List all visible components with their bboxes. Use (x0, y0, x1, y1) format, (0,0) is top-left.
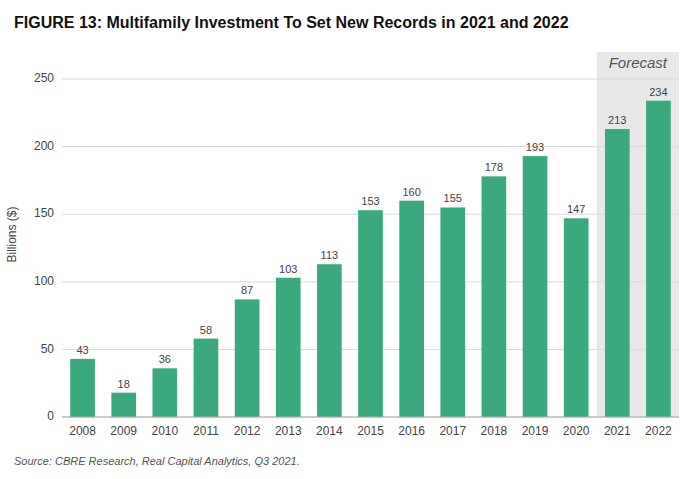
x-tick-label: 2017 (439, 424, 466, 438)
data-label: 153 (361, 195, 379, 207)
bar (440, 207, 465, 417)
chart-svg: 0 50 100 150 200 250 43 18 36 58 87 103 113 153 160 155… (0, 0, 697, 479)
bar (111, 393, 136, 417)
grid-line (62, 79, 679, 80)
bar (482, 176, 507, 417)
grid-line (62, 146, 679, 147)
data-label: 18 (118, 378, 130, 390)
bar (523, 156, 548, 417)
data-label: 43 (76, 344, 88, 356)
bar (358, 210, 383, 417)
y-tick-label: 200 (34, 139, 54, 153)
data-label: 58 (200, 324, 212, 336)
x-tick-label: 2011 (193, 424, 219, 438)
y-tick-label: 150 (34, 206, 54, 220)
data-label: 103 (279, 263, 297, 275)
y-tick-label: 0 (47, 409, 54, 423)
x-tick-label: 2019 (522, 424, 549, 438)
x-tick-label: 2020 (563, 424, 590, 438)
bar (194, 339, 219, 417)
y-tick-label: 100 (34, 274, 54, 288)
y-tick-label: 250 (34, 71, 54, 85)
data-label: 147 (567, 203, 585, 215)
bar (276, 278, 301, 417)
grid-line (62, 417, 679, 418)
data-label: 87 (241, 284, 253, 296)
y-axis-label: Billions ($) (5, 206, 19, 262)
x-tick-label: 2022 (645, 424, 672, 438)
x-tick-label: 2010 (151, 424, 178, 438)
data-label: 234 (649, 86, 667, 98)
bar (152, 368, 177, 417)
bar (399, 201, 424, 417)
source-note: Source: CBRE Research, Real Capital Anal… (14, 455, 300, 467)
forecast-band (597, 52, 679, 417)
bar (317, 264, 342, 417)
y-tick-label: 50 (41, 342, 55, 356)
title: FIGURE 13: Multifamily Investment To Set… (14, 14, 569, 31)
data-label: 155 (444, 192, 462, 204)
x-tick-label: 2018 (481, 424, 508, 438)
x-axis-line (62, 417, 679, 418)
data-label: 36 (159, 353, 171, 365)
bar (605, 129, 630, 417)
bar (235, 299, 260, 417)
x-tick-label: 2013 (275, 424, 302, 438)
annotation: Forecast (609, 54, 668, 71)
x-tick-label: 2009 (110, 424, 137, 438)
data-label: 213 (608, 114, 626, 126)
data-label: 160 (402, 186, 420, 198)
x-tick-label: 2008 (69, 424, 96, 438)
x-tick-label: 2014 (316, 424, 343, 438)
data-label: 113 (321, 249, 339, 261)
x-tick-label: 2012 (234, 424, 261, 438)
bar (646, 101, 671, 417)
data-label: 178 (485, 161, 503, 173)
x-tick-label: 2015 (357, 424, 384, 438)
bar (70, 359, 95, 417)
x-tick-label: 2021 (604, 424, 631, 438)
bars (70, 101, 671, 417)
bar (564, 218, 589, 417)
chart-container: 0 50 100 150 200 250 43 18 36 58 87 103 113 153 160 155… (0, 0, 697, 479)
data-label: 193 (526, 141, 544, 153)
x-tick-label: 2016 (398, 424, 425, 438)
